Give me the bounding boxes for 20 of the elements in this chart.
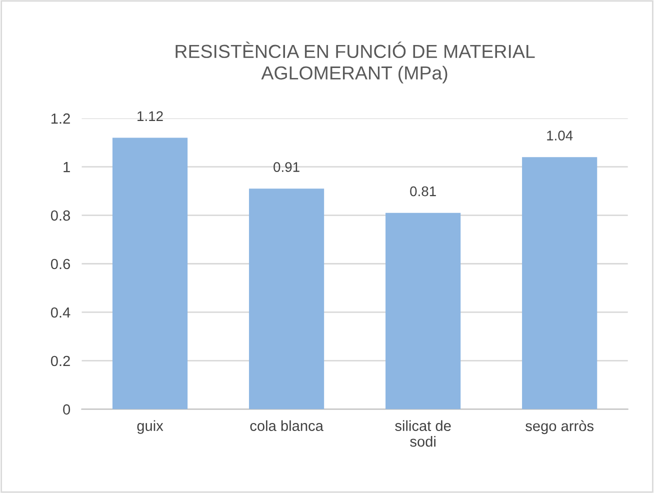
y-tick-label: 0.2 — [50, 356, 70, 366]
x-tick-label: guix — [137, 420, 164, 434]
data-label: 0.91 — [274, 162, 300, 172]
bar — [112, 138, 188, 410]
x-tick-label: cola blanca — [250, 420, 324, 432]
y-tick-label: 1.2 — [51, 113, 70, 124]
chart-title: RESISTÈNCIA EN FUNCIÓ DE MATERIAL AGLOMERANT (MPa) — [176, 42, 535, 84]
data-label: 1.12 — [138, 111, 163, 121]
bar — [248, 188, 324, 410]
x-tick-label: silicat de sodi — [395, 420, 451, 447]
bar — [522, 157, 598, 410]
data-label: 0.81 — [410, 186, 436, 196]
data-label: 1.04 — [547, 130, 573, 140]
bar — [386, 212, 461, 410]
y-tick-label: 0 — [63, 404, 70, 415]
y-tick-label: 1 — [64, 162, 70, 172]
y-tick-label: 0.8 — [50, 210, 70, 221]
y-tick-label: 0.4 — [50, 307, 70, 318]
y-tick-label: 0.6 — [50, 258, 70, 270]
x-tick-label: sego arròs — [526, 420, 594, 434]
